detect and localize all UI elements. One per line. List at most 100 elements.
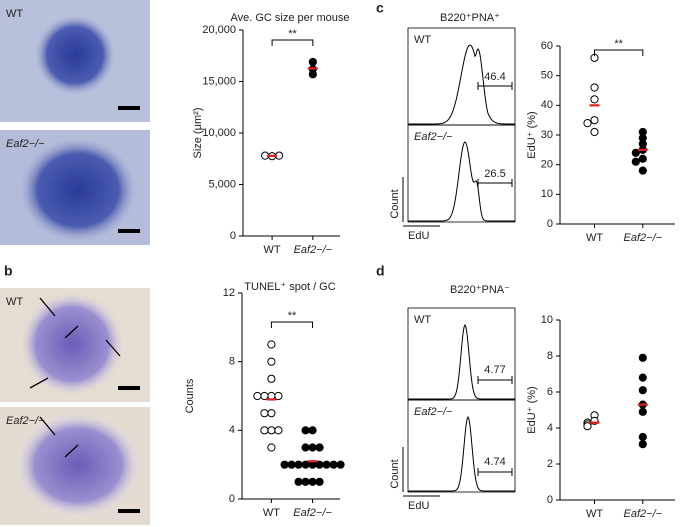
flow-x-label: EdU — [408, 230, 429, 242]
data-point — [638, 353, 647, 362]
data-point — [274, 426, 283, 435]
image-label: Eaf2−/− — [6, 415, 45, 427]
data-point — [638, 386, 647, 395]
y-tick-label: 6 — [547, 386, 553, 398]
data-point — [336, 460, 345, 469]
data-point — [267, 443, 276, 452]
scale-bar — [118, 229, 140, 233]
image-label: WT — [6, 8, 23, 20]
data-point — [267, 409, 276, 418]
data-point — [308, 426, 317, 435]
data-point — [590, 83, 599, 92]
y-tick-label: 0 — [547, 494, 553, 506]
data-point — [253, 391, 262, 401]
significance: ** — [614, 38, 623, 50]
y-tick-label: 10 — [541, 188, 553, 200]
data-point — [267, 357, 276, 366]
data-point — [308, 57, 317, 67]
y-tick-label: 12 — [223, 287, 235, 299]
scale-bar — [118, 509, 140, 513]
data-point — [631, 148, 640, 157]
y-tick-label: 0 — [547, 218, 553, 230]
data-point — [274, 391, 283, 401]
y-tick-label: 40 — [541, 99, 553, 111]
data-point — [315, 477, 324, 486]
gate-value: 26.5 — [484, 168, 505, 180]
data-point — [301, 426, 310, 435]
chart-title: Ave. GC size per mouse — [230, 12, 349, 24]
panel-label: b — [4, 263, 13, 279]
chart-title: TUNEL⁺ spot / GC — [244, 281, 335, 293]
significance-bracket — [271, 39, 314, 46]
data-point — [638, 154, 647, 163]
histogram-curve — [408, 415, 515, 492]
flow-y-label: Count — [389, 189, 401, 218]
data-point — [590, 116, 599, 125]
data-point — [308, 477, 317, 486]
y-tick-label: 5,000 — [208, 178, 236, 190]
x-tick-label: WT — [264, 244, 281, 256]
data-point — [294, 460, 303, 469]
data-point — [315, 443, 324, 452]
y-tick-label: 60 — [541, 40, 553, 52]
flow-y-label: Count — [389, 459, 401, 488]
x-tick-label: Eaf2−/− — [624, 508, 663, 520]
y-tick-label: 10 — [541, 314, 553, 326]
chart-title: B220⁺PNA⁺ — [440, 12, 500, 24]
y-tick-label: 2 — [547, 458, 553, 470]
data-point — [267, 374, 276, 383]
flow-box — [407, 399, 516, 493]
histogram-curve — [408, 44, 516, 125]
arrow — [39, 297, 56, 317]
data-point — [267, 340, 276, 349]
data-point — [638, 407, 647, 416]
y-tick-label: 15,000 — [202, 75, 236, 87]
data-point — [280, 460, 289, 469]
y-tick-label: 20 — [541, 159, 553, 171]
y-tick-label: 4 — [229, 424, 235, 436]
histogram-curve — [408, 141, 515, 222]
germinal-center — [20, 138, 136, 242]
y-tick-label: 10,000 — [202, 127, 236, 139]
panel-label: d — [376, 263, 385, 279]
data-point — [638, 440, 647, 449]
image-label: Eaf2−/− — [6, 138, 45, 150]
data-point — [631, 157, 640, 166]
data-point — [583, 422, 592, 431]
x-tick-label: Eaf2−/− — [624, 232, 663, 244]
flow-row-label: Eaf2−/− — [414, 131, 453, 143]
data-point — [294, 477, 303, 486]
data-point — [638, 166, 647, 175]
x-tick-label: WT — [586, 508, 603, 520]
data-point — [260, 409, 269, 418]
image-label: WT — [6, 296, 23, 308]
data-point — [590, 95, 599, 104]
germinal-center — [35, 15, 115, 95]
y-tick-label: 0 — [229, 493, 235, 505]
flow-row-label: WT — [414, 314, 431, 326]
y-tick-label: 8 — [229, 356, 235, 368]
flow-row-label: Eaf2−/− — [414, 406, 453, 418]
x-tick-label: Eaf2−/− — [293, 507, 332, 519]
y-tick-label: 30 — [541, 129, 553, 141]
x-tick-label: WT — [263, 507, 280, 519]
data-point — [583, 119, 592, 128]
data-point — [267, 426, 276, 435]
arrow — [29, 377, 49, 389]
data-point — [301, 443, 310, 452]
data-point — [287, 460, 296, 469]
data-point — [590, 127, 599, 137]
data-point — [308, 70, 317, 79]
significance: ** — [288, 310, 297, 322]
y-axis-label: Counts — [184, 378, 196, 413]
arrow — [105, 339, 121, 357]
scale-bar — [118, 386, 140, 390]
chart-title: B220⁺PNA⁻ — [450, 284, 510, 296]
data-point — [329, 460, 338, 469]
y-tick-label: 0 — [230, 230, 236, 242]
y-axis-label: EdU⁺ (%) — [526, 386, 538, 433]
x-tick-label: WT — [586, 232, 603, 244]
flow-x-label: EdU — [408, 500, 429, 512]
flow-box — [407, 124, 516, 223]
